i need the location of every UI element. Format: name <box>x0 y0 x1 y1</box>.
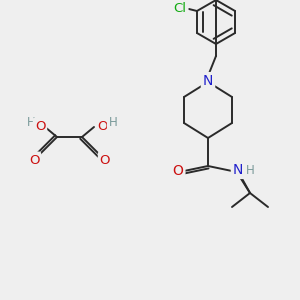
Text: N: N <box>203 74 213 88</box>
Text: Cl: Cl <box>173 2 186 16</box>
Text: H: H <box>109 116 117 128</box>
Text: O: O <box>35 119 45 133</box>
Text: O: O <box>100 154 110 166</box>
Text: O: O <box>172 164 183 178</box>
Text: N: N <box>233 163 243 177</box>
Text: O: O <box>29 154 39 166</box>
Text: H: H <box>246 164 254 176</box>
Text: H: H <box>27 116 35 128</box>
Text: O: O <box>98 119 108 133</box>
